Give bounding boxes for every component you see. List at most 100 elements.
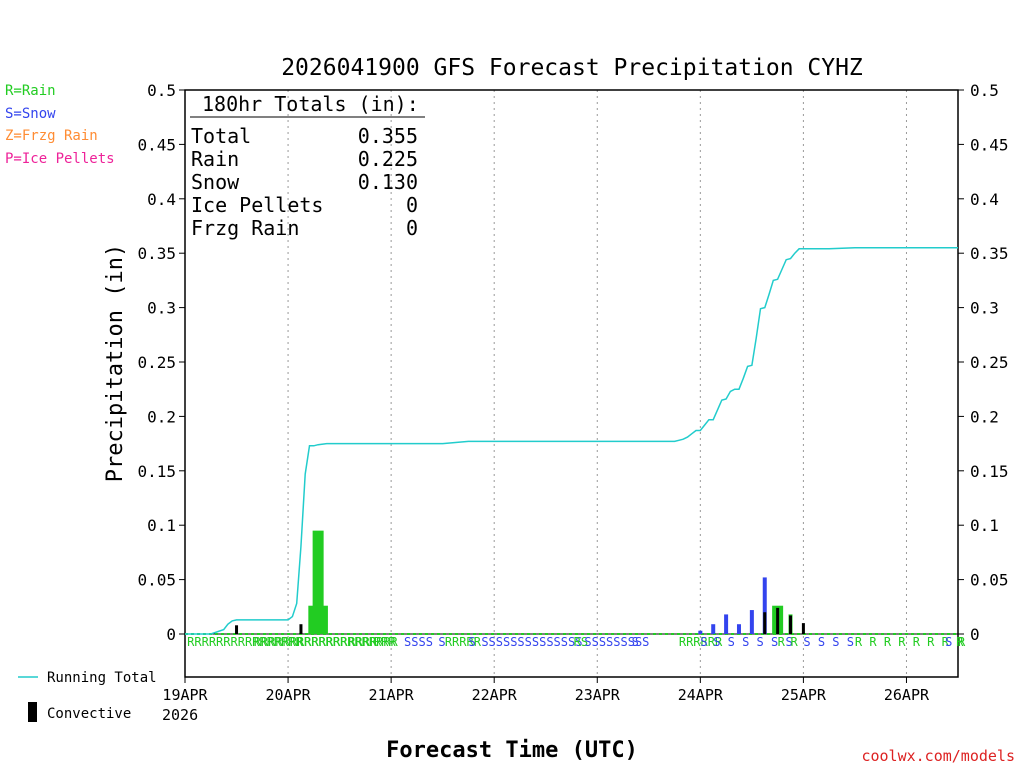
precip-type-letter: S — [632, 635, 639, 649]
precip-bar — [698, 630, 703, 634]
x-axis-year: 2026 — [162, 706, 198, 724]
x-tick-label: 22APR — [472, 686, 518, 704]
totals-label-ice-pellets: Ice Pellets — [191, 193, 323, 217]
plot-frame — [184, 89, 959, 678]
y-tick-label-right: 0.4 — [970, 190, 999, 209]
precip-type-letter: S S S S — [803, 635, 854, 649]
x-tick-label: 20APR — [265, 686, 311, 704]
convective-bar — [801, 623, 805, 634]
precip-type-letter: SSSSSSSSSSSSSS — [481, 635, 582, 649]
totals-value-snow: 0.130 — [358, 170, 418, 194]
precip-bar — [312, 530, 324, 634]
y-tick-label-right: 0.45 — [970, 135, 1009, 154]
y-tick-label-right: 0.5 — [970, 81, 999, 100]
precip-type-letter: R — [791, 635, 799, 649]
convective-bar — [299, 624, 303, 634]
x-tick-label: 26APR — [884, 686, 930, 704]
precip-bars — [235, 530, 805, 634]
x-axis-label: Forecast Time (UTC) — [386, 738, 638, 763]
y-tick-label: 0.15 — [137, 462, 176, 481]
y-tick-label: 0.5 — [147, 81, 176, 100]
legend-snow: S=Snow — [5, 106, 56, 122]
precip-bar — [316, 605, 328, 634]
legend-ice-pellets: P=Ice Pellets — [5, 151, 115, 167]
y-tick-label-right: 0.05 — [970, 571, 1009, 590]
y-axis-left-ticks: 0 0.05 0.1 0.15 0.2 0.25 0.3 0.35 0.4 0.45 0.5 — [137, 81, 185, 644]
precip-type-letters: RRRRRRRRRRRRRRRRRRRRRRRRRRRRRRRRRRRRRRRR… — [187, 635, 966, 649]
y-tick-label: 0.25 — [137, 353, 176, 372]
running-total-line — [185, 247, 958, 635]
totals-value-frzg-rain: 0 — [406, 216, 418, 240]
running-total-legend-label: Running Total — [47, 670, 157, 686]
precip-type-letter: RRRRRR — [679, 635, 723, 649]
y-tick-label-right: 0.2 — [970, 407, 999, 426]
precip-type-letter: R R R R R R R R — [855, 635, 964, 649]
vertical-gridlines — [287, 90, 907, 677]
precip-type-letter: SSSSSSSSS — [584, 635, 649, 649]
precip-type-letter: RS — [574, 635, 588, 649]
precip-bar — [749, 610, 754, 634]
x-tick-label: 23APR — [575, 686, 621, 704]
precip-type-letter: S — [945, 635, 952, 649]
convective-legend-label: Convective — [47, 706, 131, 722]
convective-bar — [776, 607, 780, 634]
precip-type-letter: RRRRRRRRRRRRRRRR — [187, 635, 303, 649]
totals-value-rain: 0.225 — [358, 147, 418, 171]
precip-bar — [724, 614, 729, 634]
y-tick-label: 0.4 — [147, 190, 176, 209]
convective-bar — [763, 612, 767, 634]
y-tick-label: 0 — [166, 625, 176, 644]
chart-title: 2026041900 GFS Forecast Precipitation CY… — [281, 55, 863, 81]
y-tick-label: 0.45 — [137, 135, 176, 154]
precip-type-letter: RRRR — [348, 635, 378, 649]
precip-type-letter: S — [700, 635, 707, 649]
y-axis-label: Precipitation (in) — [103, 244, 128, 482]
y-tick-label-right: 0.15 — [970, 462, 1009, 481]
y-tick-label-right: 0.25 — [970, 353, 1009, 372]
x-tick-label: 19APR — [162, 686, 208, 704]
precip-type-letter: R — [778, 635, 786, 649]
precip-type-letter: SSSS — [404, 635, 433, 649]
y-tick-label: 0.35 — [137, 244, 176, 263]
totals-label-snow: Snow — [191, 170, 240, 194]
y-tick-label: 0.2 — [147, 407, 176, 426]
precip-type-letter: RRRRRRRRRRRRRR — [297, 635, 399, 649]
y-axis-right-ticks: 0 0.05 0.1 0.15 0.2 0.25 0.3 0.35 0.4 0.45 0.5 — [958, 81, 1009, 644]
y-tick-label: 0.1 — [147, 516, 176, 535]
totals-value-total: 0.355 — [358, 124, 418, 148]
bottom-legend: Running Total Convective — [18, 670, 157, 722]
precip-bar — [762, 577, 767, 634]
precip-type-letter: R — [958, 635, 966, 649]
y-tick-label-right: 0.3 — [970, 299, 999, 318]
precip-type-letter: S — [468, 635, 475, 649]
precip-type-letter: S — [438, 635, 445, 649]
precip-bar — [736, 624, 741, 634]
x-tick-label: 24APR — [678, 686, 724, 704]
totals-box: 180hr Totals (in): Total 0.355 Rain 0.22… — [190, 92, 425, 240]
convective-legend-swatch — [28, 702, 37, 722]
x-tick-label: 25APR — [781, 686, 827, 704]
y-tick-label: 0.3 — [147, 299, 176, 318]
totals-label-frzg-rain: Frzg Rain — [191, 216, 299, 240]
x-axis-ticks: 19APR 20APR 21APR 22APR 23APR 24APR 25APR 26APR — [162, 677, 930, 704]
legend-rain: R=Rain — [5, 83, 56, 99]
y-tick-label-right: 0 — [970, 625, 980, 644]
precip-bar — [711, 624, 716, 634]
x-tick-label: 21APR — [369, 686, 415, 704]
precip-type-letter: RRRRRRRRRRRRRR — [254, 635, 356, 649]
convective-bar — [235, 625, 239, 634]
precip-type-letter: S S S S S S — [713, 635, 792, 649]
y-tick-label: 0.05 — [137, 571, 176, 590]
precip-type-legend: R=Rain S=Snow Z=Frzg Rain P=Ice Pellets — [5, 83, 115, 167]
precip-type-letter: RRR — [374, 635, 396, 649]
totals-label-rain: Rain — [191, 147, 239, 171]
convective-bar — [789, 615, 793, 634]
y-tick-label-right: 0.35 — [970, 244, 1009, 263]
precip-type-letter: RRRRR — [445, 635, 482, 649]
legend-freezing-rain: Z=Frzg Rain — [5, 128, 98, 144]
source-credit: coolwx.com/models — [861, 747, 1015, 765]
y-tick-label-right: 0.1 — [970, 516, 999, 535]
totals-label-total: Total — [191, 124, 251, 148]
totals-value-ice-pellets: 0 — [406, 193, 418, 217]
